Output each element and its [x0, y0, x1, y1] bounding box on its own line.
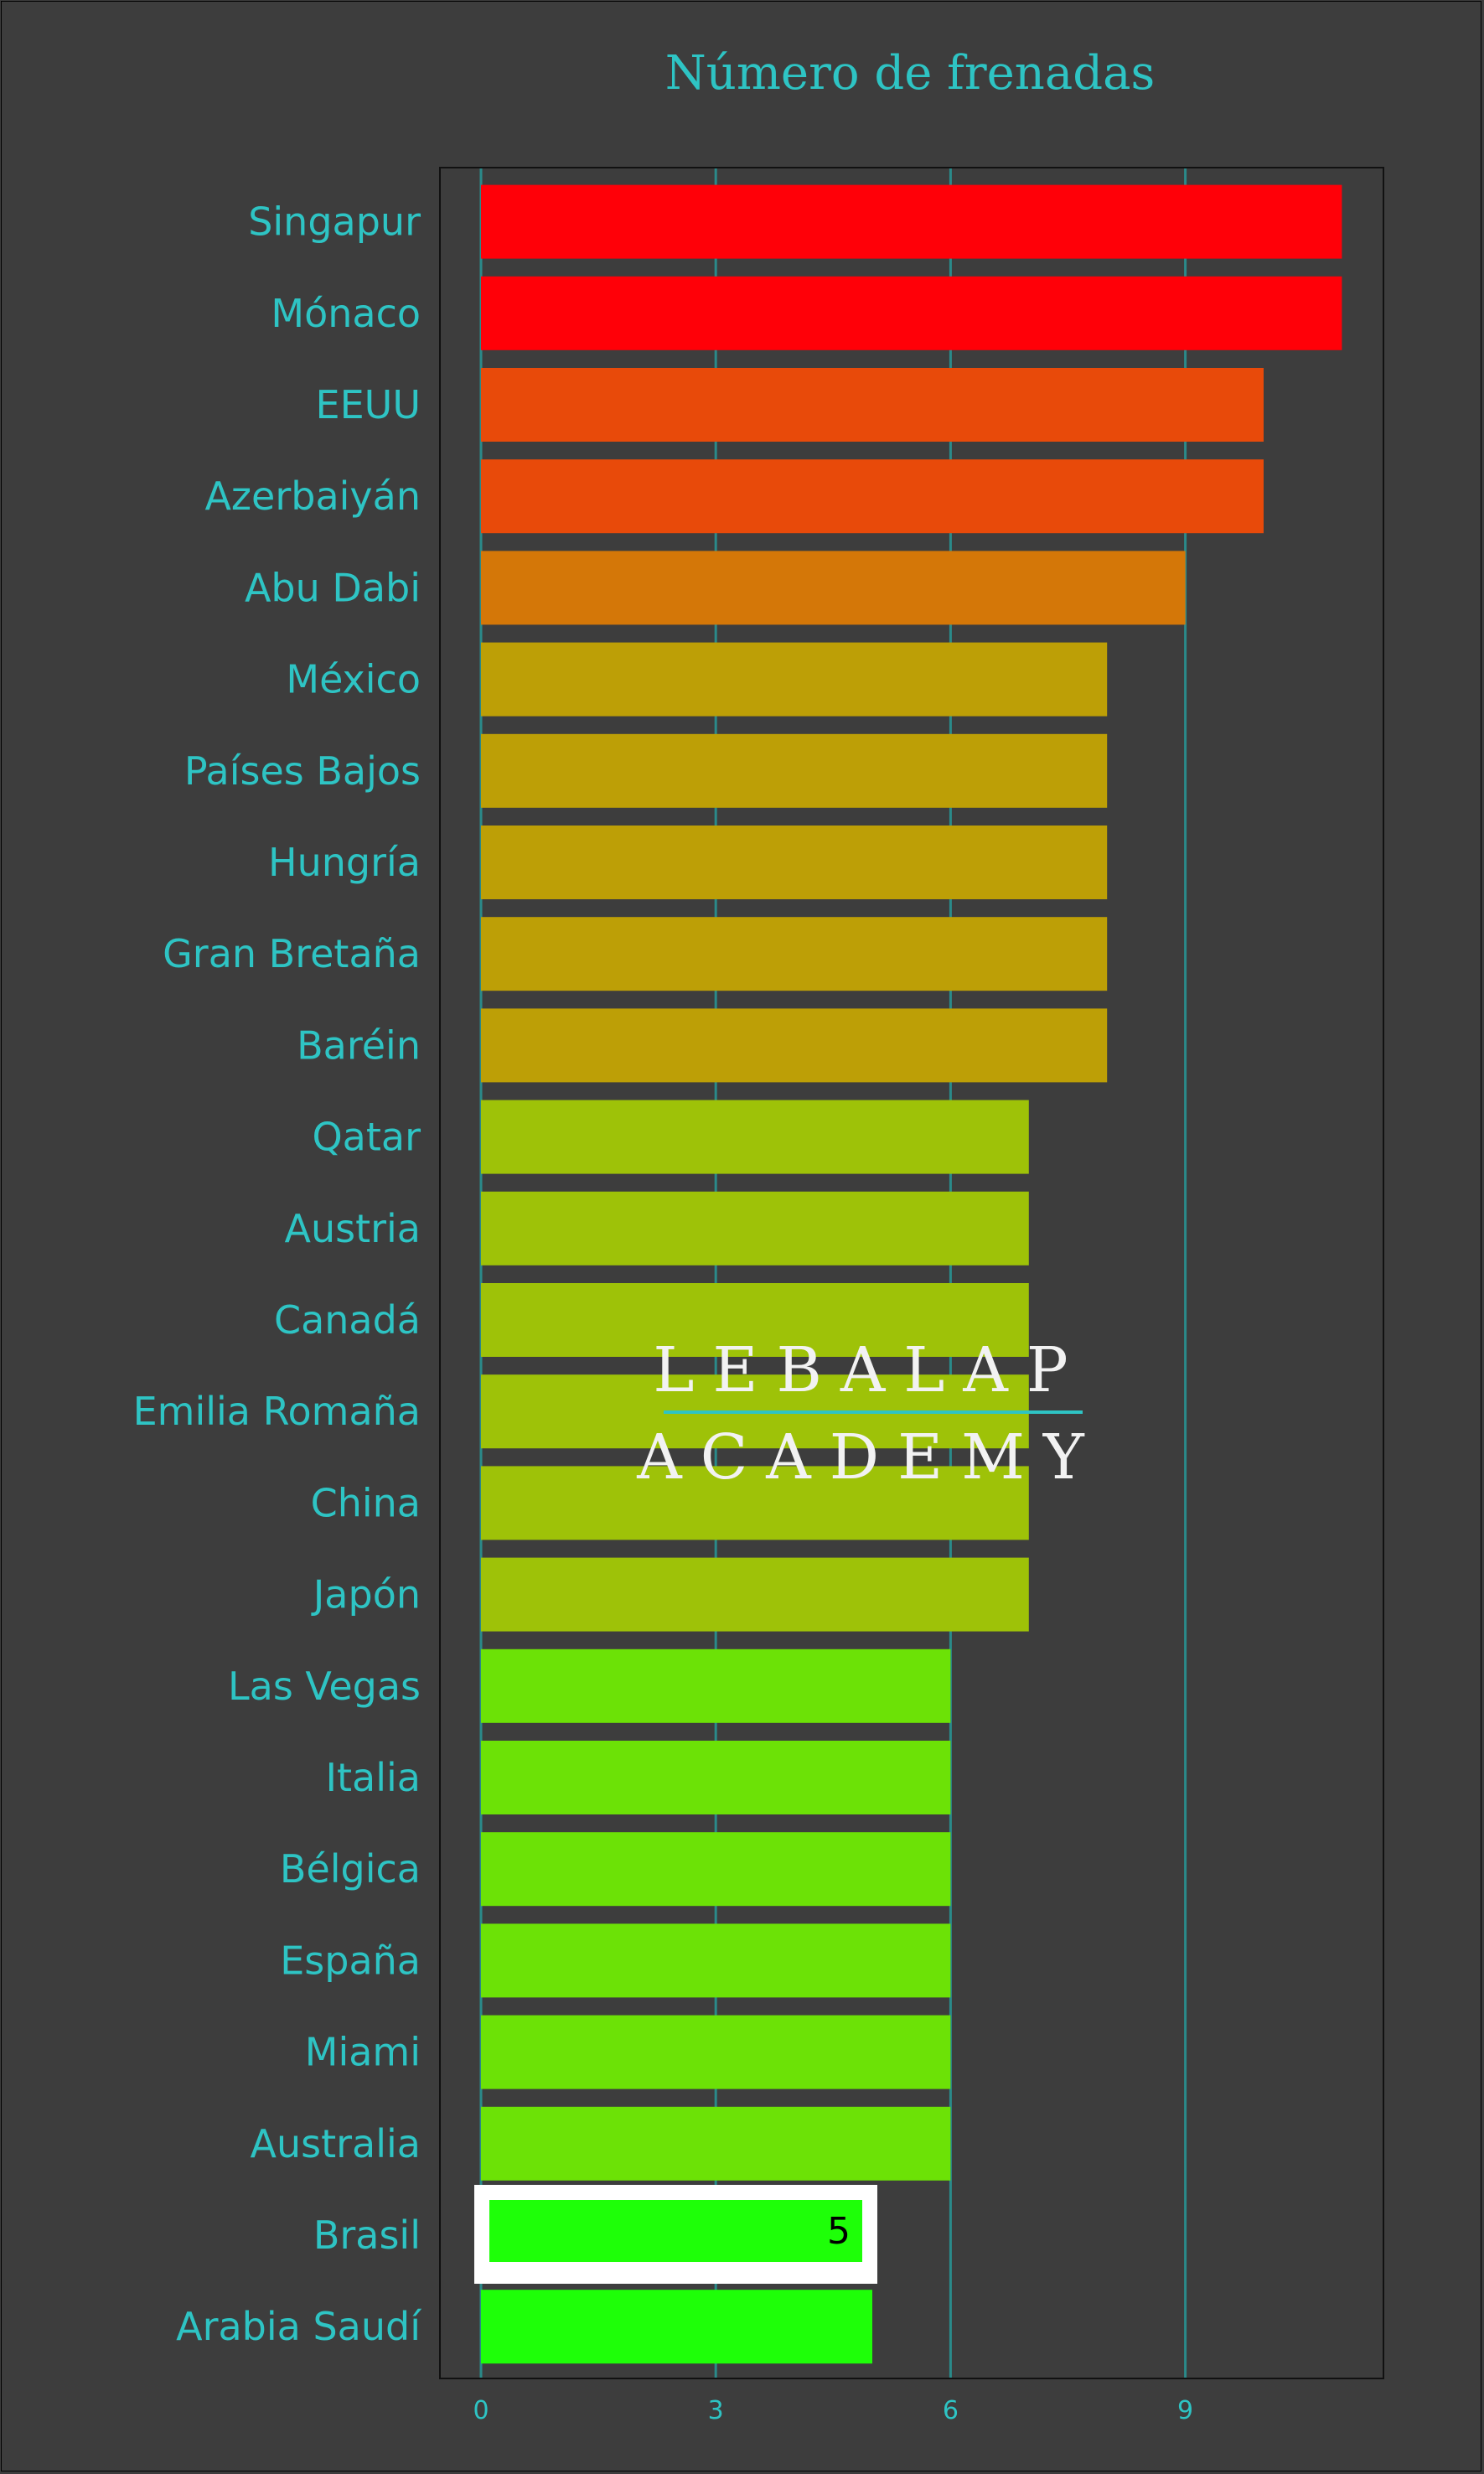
bar: [481, 1283, 1029, 1357]
category-label: Miami: [305, 2030, 421, 2075]
bar: [481, 1466, 1029, 1540]
category-label: Brasil: [313, 2213, 421, 2258]
category-label: Las Vegas: [228, 1664, 421, 1709]
plot-area-border: [439, 167, 1384, 2379]
watermark-logo: LEBALAP ACADEMY: [636, 1334, 1102, 1493]
bar: [481, 1923, 951, 1998]
bar: [481, 368, 1264, 442]
x-tick-label: 6: [943, 2396, 959, 2425]
grid-lines: [479, 168, 1187, 2378]
category-label: Emilia Romaña: [133, 1389, 421, 1434]
category-label: Austria: [284, 1206, 421, 1251]
chart-title: Número de frenadas: [665, 46, 1155, 101]
bar: [481, 184, 1342, 259]
category-label: México: [286, 657, 421, 702]
bar: [489, 2200, 862, 2262]
bar: [481, 733, 1108, 808]
category-label: Hungría: [268, 840, 421, 885]
category-label: China: [311, 1480, 421, 1525]
category-label: Arabia Saudí: [176, 2304, 421, 2349]
category-label: Qatar: [312, 1115, 421, 1160]
bar: [481, 826, 1108, 899]
bar: [481, 2015, 951, 2089]
category-label: Países Bajos: [184, 748, 421, 794]
bar: [481, 1741, 951, 1814]
bar: [481, 551, 1186, 625]
watermark-line1: LEBALAP: [653, 1334, 1086, 1406]
category-label: Singapur: [248, 199, 421, 245]
x-axis-ticks: 0 3 6 9: [473, 2396, 1193, 2425]
bar: [481, 642, 1108, 717]
highlight-annotation: 5: [474, 2185, 877, 2284]
category-labels: Singapur Mónaco EEUU Azerbaiyán Abu Dabi Méxi…: [133, 199, 422, 2350]
x-tick-label: 3: [708, 2396, 724, 2425]
bar: [481, 1100, 1029, 1174]
bar: [481, 1557, 1029, 1632]
category-label: Gran Bretaña: [163, 931, 421, 976]
category-label: Japón: [311, 1572, 421, 1617]
category-label: Australia: [251, 2121, 421, 2166]
bar: [481, 1832, 951, 1907]
category-label: Italia: [325, 1755, 421, 1800]
bar: [481, 917, 1108, 991]
bar-value-label: 5: [827, 2210, 851, 2253]
category-label: Bélgica: [280, 1846, 421, 1892]
bar: [481, 1191, 1029, 1265]
x-tick-label: 9: [1177, 2396, 1193, 2425]
bar: [481, 1648, 951, 1723]
category-label: Baréin: [297, 1022, 421, 1068]
category-label: EEUU: [316, 382, 421, 427]
x-tick-label: 0: [473, 2396, 489, 2425]
bar: [481, 459, 1264, 534]
category-label: Mónaco: [271, 291, 421, 336]
category-label: Azerbaiyán: [204, 474, 421, 519]
bar: [481, 2106, 951, 2181]
bars: [481, 184, 1342, 2364]
bar: [481, 1008, 1108, 1083]
category-label: Abu Dabi: [245, 565, 421, 610]
watermark-line2: ACADEMY: [636, 1421, 1102, 1493]
category-label: España: [280, 1938, 421, 1983]
bar: [481, 2290, 872, 2364]
bar: [481, 276, 1342, 350]
category-label: Canadá: [274, 1297, 421, 1343]
